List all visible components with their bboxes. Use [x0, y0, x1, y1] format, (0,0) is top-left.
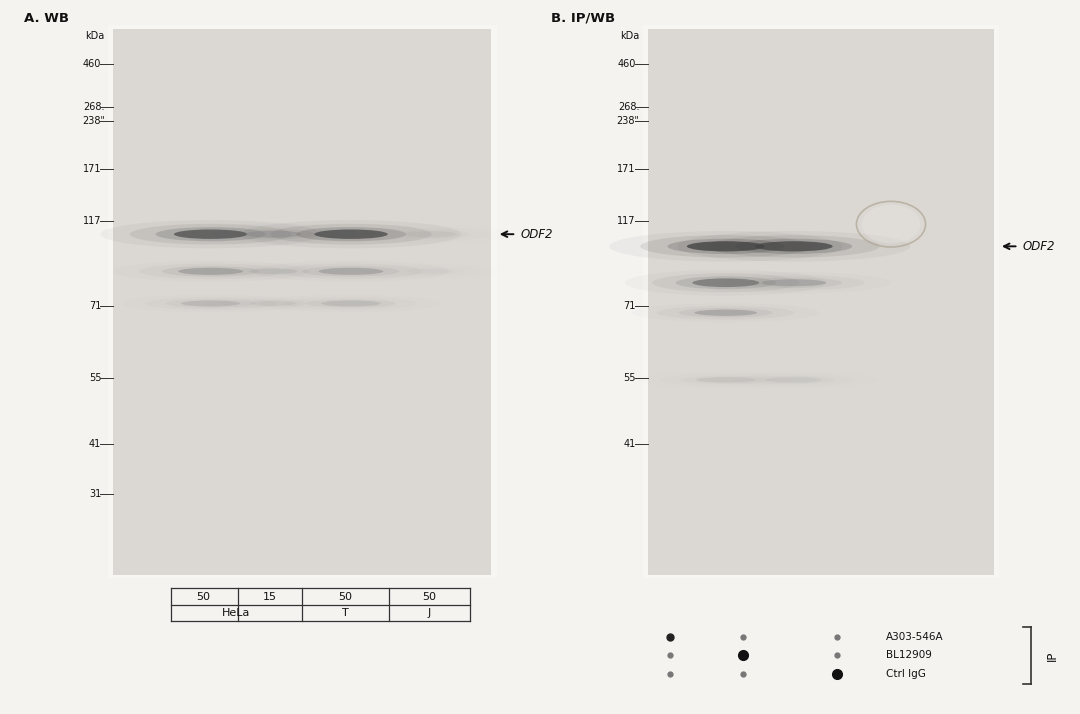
Ellipse shape [248, 268, 298, 274]
Text: 71-: 71- [623, 301, 639, 311]
Text: 50: 50 [197, 591, 210, 602]
Text: B. IP/WB: B. IP/WB [551, 12, 615, 25]
Ellipse shape [139, 263, 282, 279]
Text: 117-: 117- [618, 216, 639, 226]
Bar [113, 29, 491, 575]
Text: 268.: 268. [83, 102, 105, 112]
Text: 55-: 55- [89, 373, 105, 383]
Ellipse shape [180, 301, 240, 306]
Ellipse shape [696, 377, 756, 383]
Ellipse shape [752, 376, 836, 384]
Ellipse shape [681, 376, 770, 384]
Ellipse shape [708, 235, 879, 258]
Ellipse shape [156, 227, 266, 241]
Text: 55-: 55- [623, 373, 639, 383]
Text: 268.: 268. [618, 102, 639, 112]
Ellipse shape [314, 229, 388, 239]
Text: 171-: 171- [83, 164, 105, 174]
Ellipse shape [322, 301, 381, 306]
Text: 460-: 460- [618, 59, 639, 69]
Text: 238": 238" [617, 116, 639, 126]
Text: 171-: 171- [618, 164, 639, 174]
Ellipse shape [280, 263, 422, 279]
Text: 460-: 460- [83, 59, 105, 69]
Ellipse shape [174, 229, 247, 239]
Ellipse shape [407, 268, 453, 274]
Ellipse shape [302, 266, 400, 276]
Ellipse shape [678, 308, 773, 318]
Ellipse shape [403, 231, 457, 237]
Text: ODF2: ODF2 [1023, 240, 1055, 253]
Text: 15: 15 [264, 591, 276, 602]
Ellipse shape [745, 278, 842, 288]
Ellipse shape [766, 377, 822, 383]
Text: ODF2: ODF2 [521, 228, 553, 241]
Ellipse shape [657, 306, 795, 320]
Ellipse shape [237, 267, 310, 276]
Ellipse shape [251, 301, 296, 306]
Bar [648, 29, 994, 575]
Ellipse shape [166, 299, 255, 308]
Ellipse shape [640, 235, 811, 258]
Ellipse shape [296, 227, 406, 241]
Text: 41-: 41- [89, 439, 105, 449]
Ellipse shape [241, 220, 461, 248]
Text: 41-: 41- [623, 439, 639, 449]
Ellipse shape [212, 226, 335, 242]
Ellipse shape [667, 238, 784, 254]
Ellipse shape [245, 231, 301, 238]
Text: kDa: kDa [85, 31, 105, 41]
Text: Ctrl IgG: Ctrl IgG [886, 669, 926, 679]
Text: BL12909: BL12909 [886, 650, 931, 660]
Ellipse shape [240, 300, 307, 307]
Text: 31-: 31- [89, 489, 105, 499]
Ellipse shape [307, 299, 395, 308]
Ellipse shape [687, 241, 765, 251]
Text: J: J [428, 608, 431, 618]
Ellipse shape [130, 223, 292, 245]
Ellipse shape [609, 231, 842, 261]
Ellipse shape [652, 273, 799, 292]
Ellipse shape [162, 266, 259, 276]
Ellipse shape [270, 223, 432, 245]
Bar [108, 25, 497, 578]
Ellipse shape [755, 241, 833, 251]
Text: 50: 50 [422, 591, 435, 602]
Text: 238": 238" [82, 116, 105, 126]
Ellipse shape [178, 268, 243, 275]
Ellipse shape [761, 279, 826, 286]
Circle shape [862, 205, 920, 243]
Ellipse shape [676, 276, 775, 289]
Ellipse shape [677, 231, 910, 261]
Ellipse shape [390, 229, 471, 239]
Ellipse shape [319, 268, 383, 275]
Text: HeLa: HeLa [222, 608, 251, 618]
Ellipse shape [723, 275, 865, 291]
Text: A. WB: A. WB [24, 12, 69, 25]
Text: IP: IP [1045, 650, 1058, 660]
Text: kDa: kDa [620, 31, 639, 41]
Ellipse shape [692, 278, 759, 287]
Text: 71-: 71- [89, 301, 105, 311]
Text: T: T [342, 608, 349, 618]
Ellipse shape [231, 229, 315, 239]
Text: 117-: 117- [83, 216, 105, 226]
Text: 50: 50 [339, 591, 352, 602]
Ellipse shape [694, 310, 757, 316]
Bar [643, 25, 999, 578]
Ellipse shape [735, 238, 852, 254]
Text: A303-546A: A303-546A [886, 632, 943, 642]
